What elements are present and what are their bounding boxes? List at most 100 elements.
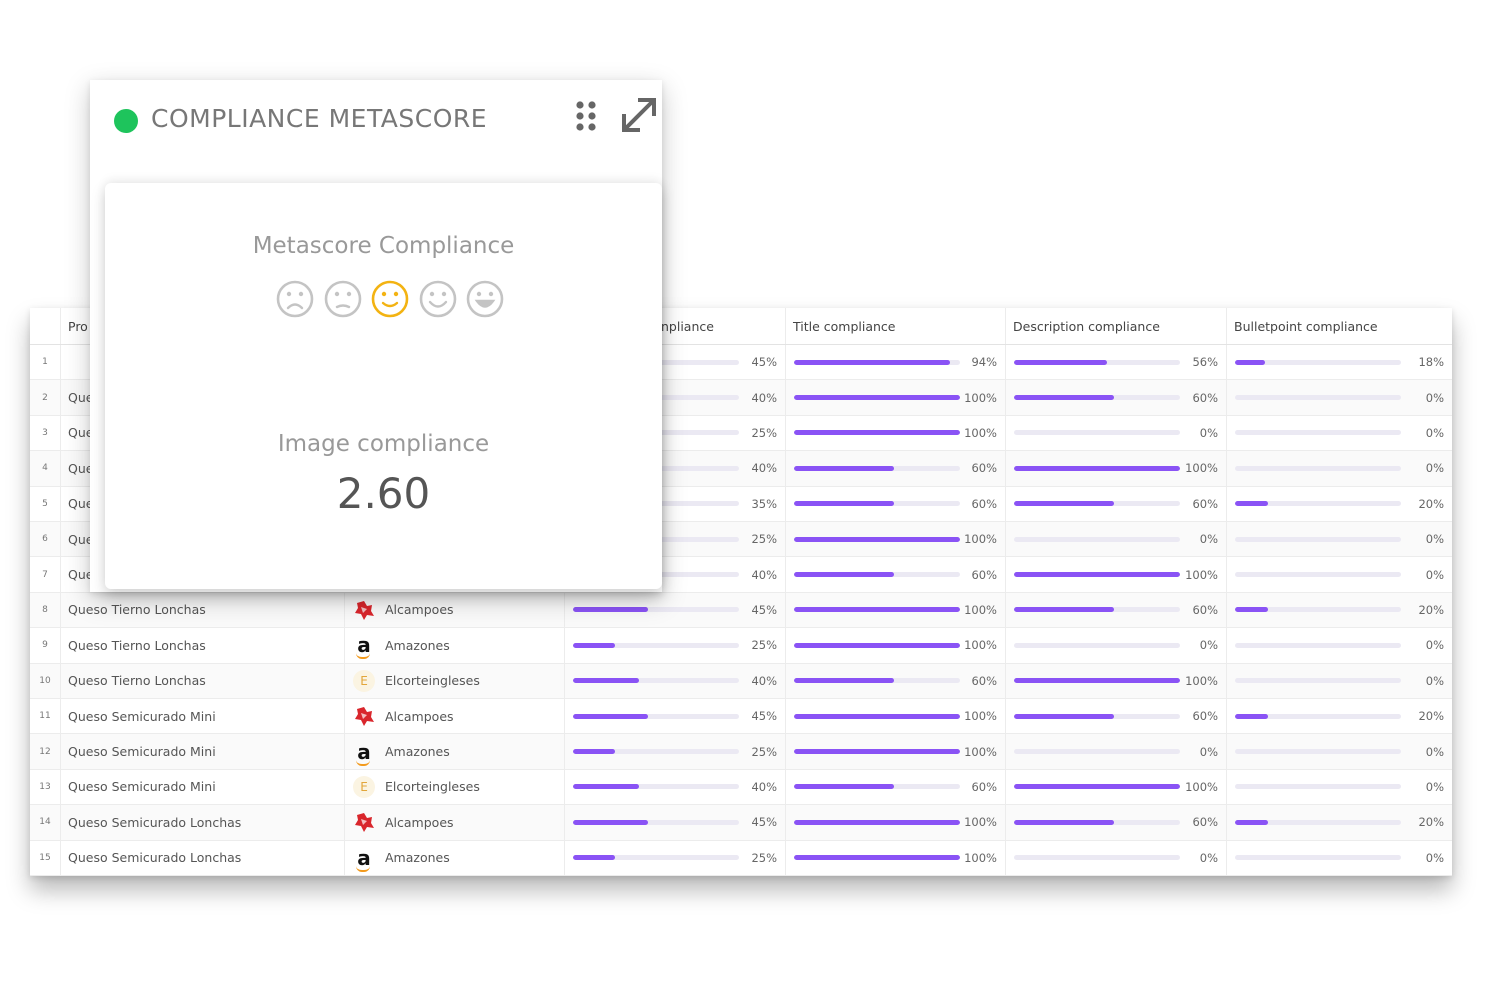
progress-fill [1235,819,1269,825]
table-row[interactable]: 9 Queso Tierno Lonchas a Amazones 25% 100% 0% 0… [30,628,1452,664]
status-dot [114,109,138,133]
title-compliance-cell: 100% [786,415,1006,451]
retailer-cell: Alcampoes [345,805,565,840]
bulletpoint-compliance-cell: 0% [1227,522,1452,556]
retailer-cell: a Amazones [345,734,565,769]
progress-track [1014,749,1180,755]
progress-track [794,501,960,507]
progress-track [1235,642,1401,648]
row-number: 3 [30,415,61,451]
row-number: 12 [30,734,61,769]
progress-track [573,678,739,684]
progress-track [794,430,960,436]
table-row[interactable]: 15 Queso Semicurado Lonchas a Amazones 25% 10… [30,840,1452,876]
row-number: 4 [30,451,61,486]
progress-track [573,642,739,648]
image-compliance-cell: 45% [565,699,786,734]
eci-logo-icon: E [353,775,375,798]
eci-logo-icon: E [353,669,375,692]
percent-value: 100% [964,744,997,759]
table-row[interactable]: 10 Queso Tierno Lonchas E Elcorteingleses 40… [30,663,1452,699]
column-header-image-compliance[interactable]: npliance [565,308,786,344]
title-compliance-cell: 94% [786,345,1006,380]
progress-track [794,607,960,613]
expand-icon[interactable] [620,96,658,134]
retailer-cell: a Amazones [345,840,565,875]
progress-track [1014,713,1180,719]
percent-value: 20% [1418,602,1444,617]
progress-fill [1235,713,1269,719]
description-compliance-cell: 100% [1006,663,1227,698]
progress-track [1235,501,1401,507]
image-compliance-cell: 45% [565,805,786,840]
table-row[interactable]: 1 45% 94% 56% 18% [30,345,1452,381]
alcampo-logo-icon [353,811,375,833]
table-row[interactable]: 11 Queso Semicurado Mini Alcampoes 45% 100% 6… [30,699,1452,735]
column-header-title-compliance[interactable]: Title compliance [786,308,1006,344]
widget-title: COMPLIANCE METASCORE [151,104,488,133]
drag-handle-icon[interactable] [574,100,602,134]
percent-value: 40% [751,567,777,582]
progress-fill [794,536,960,542]
description-compliance-cell: 0% [1006,734,1227,769]
image-compliance-cell: 40% [565,663,786,698]
row-number: 13 [30,769,61,805]
progress-track [1235,607,1401,613]
column-header-bulletpoint-compliance[interactable]: Bulletpoint compliance [1234,318,1378,334]
progress-track [1235,713,1401,719]
face-rating [275,279,505,319]
percent-value: 60% [971,779,997,794]
title-compliance-cell: 100% [786,522,1006,557]
progress-track [1014,395,1180,401]
product-name: Queso Semicurado Mini [61,734,345,769]
title-compliance-cell: 60% [786,663,1006,698]
progress-fill [794,749,960,755]
retailer-name: Amazones [385,850,450,866]
percent-value: 60% [971,567,997,582]
progress-track [573,819,739,825]
retailer-cell: E Elcorteingleses [345,663,565,698]
very-happy-face-icon[interactable] [465,279,505,319]
percent-value: 0% [1425,461,1444,476]
bulletpoint-compliance-cell: 0% [1227,770,1452,804]
progress-fill [1014,395,1114,401]
neutral-smile-face-icon[interactable] [370,279,410,319]
percent-value: 45% [751,815,777,830]
progress-track [1014,430,1180,436]
progress-track [1014,678,1180,684]
progress-fill [794,855,960,861]
image-compliance-cell: 40% [565,769,786,805]
title-compliance-cell: 60% [786,557,1006,592]
retailer-name: Alcampoes [385,708,454,724]
progress-fill [1014,501,1114,507]
title-compliance-cell: 100% [786,840,1006,875]
bulletpoint-compliance-cell: 0% [1227,734,1452,768]
retailer-name: Elcorteingleses [385,779,480,795]
percent-value: 60% [1192,602,1218,617]
progress-track [794,572,960,578]
percent-value: 100% [964,390,997,405]
bulletpoint-compliance-cell: 0% [1227,557,1452,591]
amazon-logo-icon: a [353,847,375,872]
row-number: 6 [30,522,61,557]
table-row[interactable]: 8 Queso Tierno Lonchas Alcampoes 45% 100% 60%… [30,592,1452,629]
product-name: Queso Semicurado Lonchas [61,840,345,875]
very-sad-face-icon[interactable] [275,279,315,319]
table-row[interactable]: 13 Queso Semicurado Mini E Elcorteingleses 4… [30,769,1452,806]
percent-value: 0% [1425,779,1444,794]
sad-face-icon[interactable] [323,279,363,319]
amazon-logo-icon: a [353,741,375,766]
progress-fill [1014,678,1180,684]
happy-face-icon[interactable] [418,279,458,319]
progress-track [794,819,960,825]
progress-track [1235,784,1401,790]
table-row[interactable]: 14 Queso Semicurado Lonchas Alcampoes 45% 10… [30,805,1452,841]
table-row[interactable]: 12 Queso Semicurado Mini a Amazones 25% 100% 0… [30,734,1452,770]
column-header-description-compliance[interactable]: Description compliance [1006,308,1227,344]
percent-value: 0% [1425,567,1444,582]
title-compliance-cell: 100% [786,628,1006,663]
progress-fill [794,713,960,719]
description-compliance-cell: 0% [1006,415,1227,451]
percent-value: 100% [964,709,997,724]
progress-track [794,395,960,401]
